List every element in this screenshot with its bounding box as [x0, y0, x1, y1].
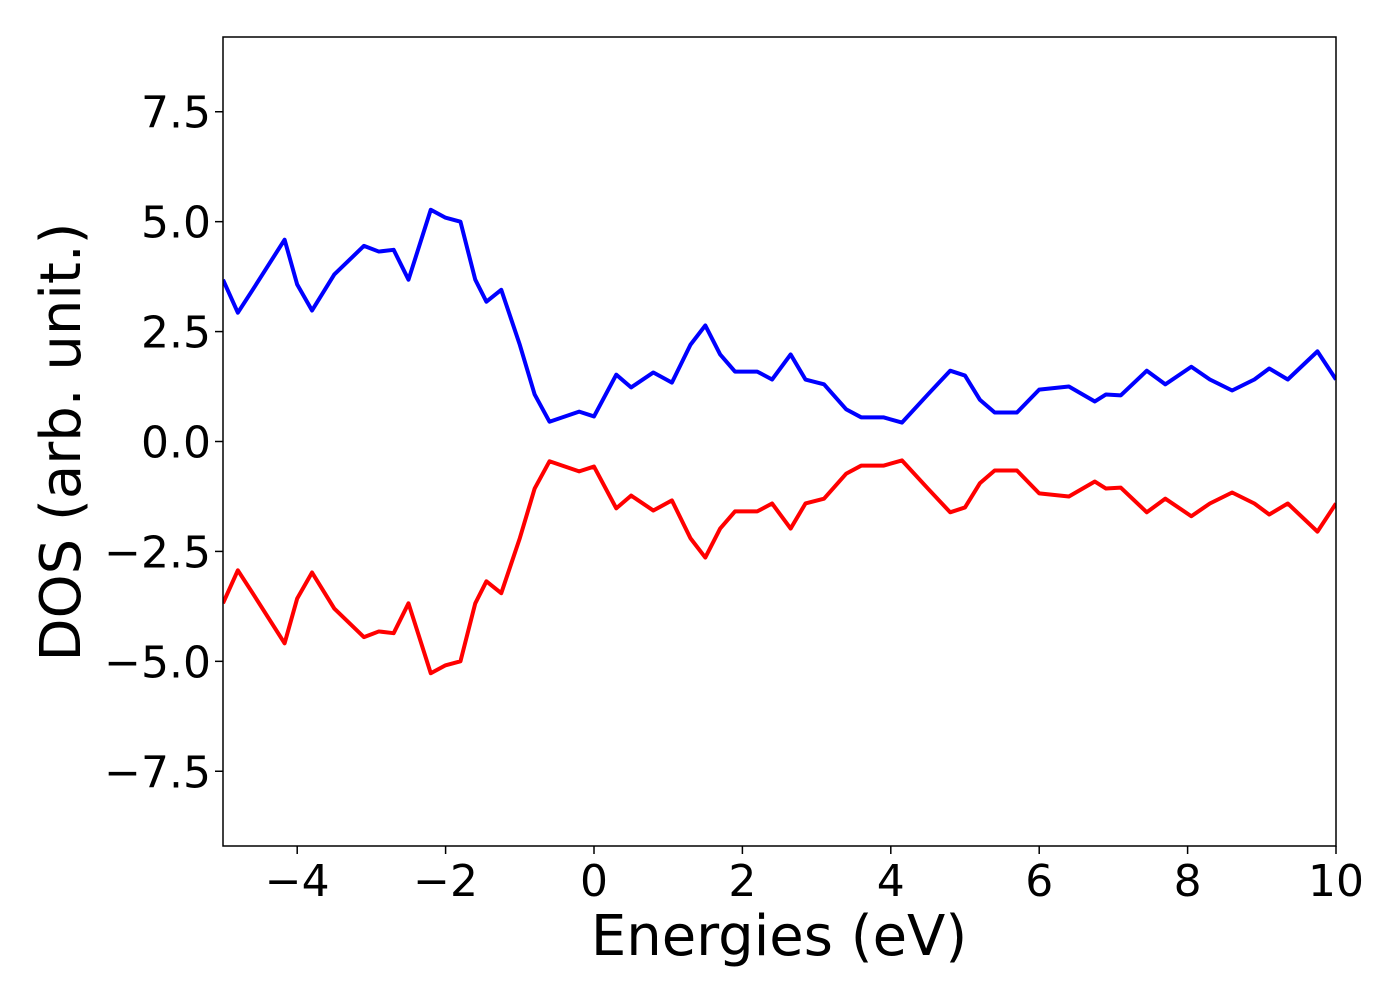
x-tick-label: 0 [580, 856, 608, 907]
y-tick-label: 5.0 [141, 198, 211, 249]
y-tick-label: 2.5 [141, 308, 211, 359]
x-tick-label: −2 [413, 856, 478, 907]
x-tick-label: 4 [877, 856, 905, 907]
series-line [223, 207, 1336, 425]
y-tick-label: −2.5 [104, 527, 211, 578]
y-tick-label: 7.5 [141, 88, 211, 139]
x-axis-label: Energies (eV) [591, 904, 967, 969]
plot-frame [222, 36, 1337, 847]
x-tick-label: −4 [265, 856, 330, 907]
y-tick-label: −7.5 [104, 747, 211, 798]
y-tick-label: 0.0 [141, 418, 211, 469]
x-tick-label: 8 [1174, 856, 1202, 907]
y-tick-label: −5.0 [104, 637, 211, 688]
y-axis-label: DOS (arb. unit.) [29, 222, 94, 661]
x-tick-label: 10 [1308, 856, 1364, 907]
x-tick-label: 6 [1025, 856, 1053, 907]
x-tick-label: 2 [728, 856, 756, 907]
series-line [223, 458, 1336, 676]
